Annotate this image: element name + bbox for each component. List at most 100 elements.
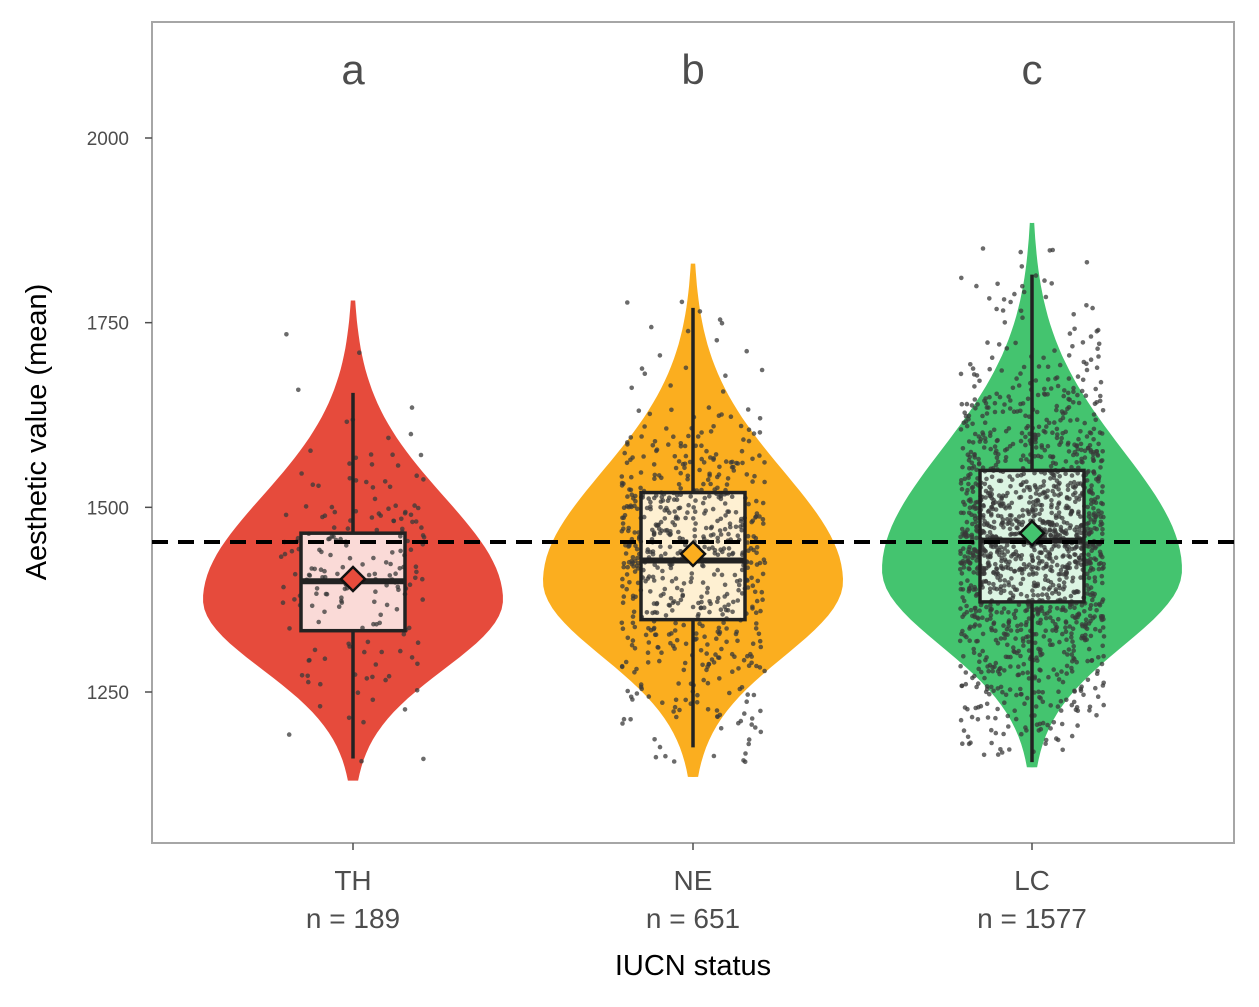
data-point xyxy=(752,589,758,595)
data-point xyxy=(1064,663,1070,669)
data-point xyxy=(1039,550,1044,556)
data-point xyxy=(415,505,421,511)
data-point xyxy=(1035,555,1041,560)
data-point xyxy=(386,673,392,679)
data-point xyxy=(999,558,1004,564)
data-point xyxy=(346,641,352,647)
data-point xyxy=(1086,575,1092,581)
data-point xyxy=(1084,260,1090,265)
data-point xyxy=(714,708,720,713)
data-point xyxy=(1048,726,1053,731)
data-point xyxy=(1061,553,1066,558)
data-point xyxy=(699,456,704,462)
data-point xyxy=(742,711,747,716)
data-point xyxy=(993,628,998,633)
data-point xyxy=(655,565,660,570)
data-point xyxy=(717,676,722,681)
data-point xyxy=(630,555,636,560)
data-point xyxy=(689,575,694,581)
data-point xyxy=(1056,677,1062,682)
significance-letter-NE: b xyxy=(681,46,704,93)
data-point xyxy=(723,607,729,613)
data-point xyxy=(700,563,705,568)
data-point xyxy=(619,474,625,479)
data-point xyxy=(693,521,698,526)
data-point xyxy=(960,595,965,600)
data-point xyxy=(1006,610,1011,615)
data-point xyxy=(992,444,998,449)
data-point xyxy=(643,578,648,584)
data-point xyxy=(1049,281,1054,286)
data-point xyxy=(1013,636,1018,641)
data-point xyxy=(726,602,731,608)
data-point xyxy=(646,496,651,501)
data-point xyxy=(717,712,723,718)
data-point xyxy=(1044,592,1050,597)
data-point xyxy=(989,684,994,690)
data-point xyxy=(635,506,640,512)
data-point xyxy=(988,446,993,452)
data-point xyxy=(1003,559,1009,564)
data-point xyxy=(1008,654,1013,660)
data-point xyxy=(1010,385,1016,391)
data-point xyxy=(755,578,761,584)
data-point xyxy=(412,503,417,508)
data-point xyxy=(625,635,631,641)
data-point xyxy=(960,614,965,620)
data-point xyxy=(977,608,982,613)
data-point xyxy=(658,553,664,559)
data-point xyxy=(1051,523,1057,528)
data-point xyxy=(1013,490,1019,495)
data-point xyxy=(1050,642,1055,647)
data-point xyxy=(1058,524,1064,530)
data-point xyxy=(745,407,751,412)
data-point xyxy=(978,703,984,709)
data-point xyxy=(960,628,965,634)
data-point xyxy=(967,586,972,592)
data-point xyxy=(999,610,1005,615)
data-point xyxy=(387,573,393,578)
data-point xyxy=(1049,502,1054,508)
data-point xyxy=(1033,378,1039,383)
data-point xyxy=(750,583,756,588)
data-point xyxy=(1019,692,1024,697)
data-point xyxy=(1024,593,1030,599)
data-point xyxy=(1093,514,1099,519)
data-point xyxy=(994,455,1000,461)
data-point xyxy=(711,753,717,759)
data-point xyxy=(718,532,724,537)
data-point xyxy=(972,397,978,402)
data-point xyxy=(1078,530,1084,536)
data-point xyxy=(663,528,668,533)
data-point xyxy=(365,639,371,645)
data-point xyxy=(1100,484,1105,489)
data-point xyxy=(708,429,714,434)
data-point xyxy=(408,547,414,552)
data-point xyxy=(316,483,321,489)
data-point xyxy=(958,717,964,723)
data-point xyxy=(387,484,393,490)
data-point xyxy=(1002,583,1007,588)
data-point xyxy=(1093,626,1098,632)
data-point xyxy=(398,548,403,554)
data-point xyxy=(1011,409,1017,415)
data-point xyxy=(1036,432,1041,438)
data-point xyxy=(1002,635,1007,641)
data-point xyxy=(972,431,978,437)
data-point xyxy=(701,677,706,683)
data-point xyxy=(1067,605,1073,610)
data-point xyxy=(705,642,710,647)
data-point xyxy=(1040,592,1045,597)
data-point xyxy=(739,516,744,522)
data-point xyxy=(1085,445,1091,451)
data-point xyxy=(1091,437,1096,442)
data-point xyxy=(329,534,335,539)
data-point xyxy=(648,506,653,512)
data-point xyxy=(653,754,659,760)
data-point xyxy=(758,708,763,714)
data-point xyxy=(1056,591,1062,596)
data-point xyxy=(1020,315,1025,321)
data-point xyxy=(745,585,751,590)
data-point xyxy=(709,657,715,662)
data-point xyxy=(1054,403,1060,409)
